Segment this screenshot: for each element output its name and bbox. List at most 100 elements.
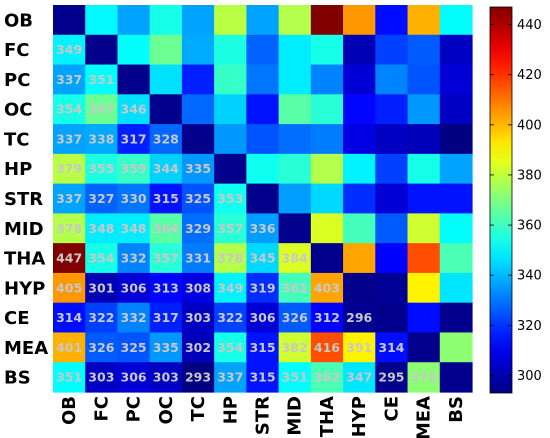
heatmap-cell (85, 94, 119, 125)
cell-value-label: 337 (217, 370, 243, 385)
heatmap-cell (53, 302, 86, 334)
heatmap-cell (117, 64, 151, 95)
cell-value-label: 332 (121, 310, 147, 325)
heatmap-cell (181, 272, 215, 304)
heatmap-cell (85, 332, 119, 363)
column-label: OC (156, 396, 177, 425)
heatmap-cell (246, 213, 280, 244)
heatmap-cell (407, 34, 441, 66)
heatmap-cell (375, 213, 409, 244)
heatmap-cell (149, 153, 183, 185)
heatmap-cell (439, 332, 473, 363)
heatmap-cell (375, 243, 409, 274)
cell-value-label: 312 (314, 310, 340, 325)
colorbar-tick-label: 360 (517, 219, 542, 234)
heatmap-cell (343, 124, 376, 155)
heatmap-cell (278, 213, 312, 244)
cell-value-label: 315 (249, 370, 275, 385)
colorbar-tick-label: 340 (517, 269, 542, 284)
cell-value-label: 357 (153, 251, 179, 266)
row-label: HP (4, 159, 32, 180)
heatmap-cell (310, 183, 344, 214)
heatmap-cell (407, 183, 441, 214)
heatmap-cell (343, 183, 376, 214)
heatmap-cell (246, 5, 280, 36)
heatmap-cell (310, 362, 344, 393)
heatmap-cell (343, 5, 376, 36)
colorbar-tick-label: 320 (517, 319, 542, 334)
cell-value-label: 353 (217, 191, 243, 206)
column-label: MID (285, 396, 306, 436)
column-label: CE (381, 396, 402, 422)
cell-value-label: 293 (185, 370, 211, 385)
cell-value-label: 405 (56, 280, 82, 295)
cell-value-label: 302 (185, 340, 211, 355)
heatmap-cell (214, 362, 247, 393)
heatmap-cell (310, 34, 344, 66)
cell-value-label: 296 (346, 310, 372, 325)
heatmap-cell (214, 64, 247, 95)
column-label: BS (446, 396, 467, 423)
column-label: HP (220, 396, 241, 424)
heatmap-cell (246, 362, 280, 393)
column-label: HYP (349, 396, 370, 437)
heatmap-cell (181, 153, 215, 185)
heatmap-cell (149, 302, 183, 334)
heatmap-cell (246, 332, 280, 363)
heatmap-cell (149, 183, 183, 214)
heatmap-cell (246, 243, 280, 274)
heatmap-cell (343, 272, 376, 304)
cell-value-label: 322 (217, 310, 243, 325)
heatmap-cell (117, 243, 151, 274)
cell-value-label: 303 (153, 370, 179, 385)
colorbar-tick-label: 300 (517, 369, 542, 384)
cell-value-label: 348 (121, 221, 147, 236)
heatmap-cell (85, 34, 119, 66)
heatmap-cell (246, 153, 280, 185)
heatmap-cell (181, 94, 215, 125)
heatmap-cell (278, 5, 312, 36)
column-label: PC (124, 396, 145, 422)
heatmap-cell (214, 302, 247, 334)
colorbar-tick-label: 420 (517, 68, 542, 83)
heatmap-cell (149, 64, 183, 95)
cell-value-label: 330 (121, 191, 147, 206)
heatmap-value-labels: 349 337 351 354 367 346 337 338 317 328 379 355 359 3… (56, 42, 437, 384)
cell-value-label: 328 (153, 131, 179, 146)
row-label: TC (4, 129, 30, 150)
cell-value-label: 313 (153, 280, 179, 295)
heatmap-cell (214, 153, 247, 185)
heatmap-cells (53, 5, 473, 393)
cell-value-label: 344 (153, 161, 179, 176)
heatmap-cell (149, 94, 183, 125)
heatmap-cell (278, 153, 312, 185)
cell-value-label: 379 (56, 161, 82, 176)
heatmap-cell (407, 94, 441, 125)
heatmap-cell (310, 64, 344, 95)
cell-value-label: 336 (249, 221, 275, 236)
heatmap-cell (439, 272, 473, 304)
cell-value-label: 384 (282, 251, 308, 266)
cell-value-label: 335 (153, 340, 179, 355)
heatmap-cell (375, 153, 409, 185)
heatmap-cell (149, 332, 183, 363)
cell-value-label: 391 (346, 340, 372, 355)
heatmap-cell (375, 64, 409, 95)
heatmap-cell (407, 124, 441, 155)
heatmap-cell (407, 243, 441, 274)
colorbar-tick-label: 380 (517, 168, 542, 183)
heatmap-cell (278, 34, 312, 66)
cell-value-label: 325 (121, 340, 147, 355)
heatmap-cell (278, 124, 312, 155)
cell-value-label: 326 (282, 310, 308, 325)
cell-value-label: 357 (217, 221, 243, 236)
heatmap-cell (214, 34, 247, 66)
heatmap-cell (181, 243, 215, 274)
colorbar-gradient (489, 6, 513, 394)
cell-value-label: 301 (88, 280, 114, 295)
heatmap-cell (149, 213, 183, 244)
heatmap-cell (310, 272, 344, 304)
heatmap-cell (181, 183, 215, 214)
heatmap-cell (375, 272, 409, 304)
